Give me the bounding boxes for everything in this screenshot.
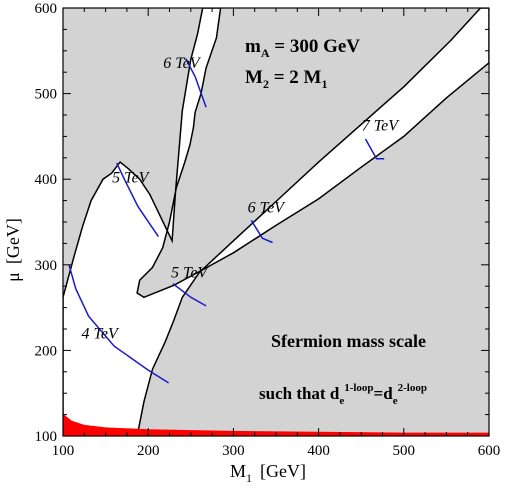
contour-label-1: 5 TeV [112,170,151,187]
param-ma-rest: = 300 GeV [270,36,361,57]
x-tick-label-2: 300 [222,443,245,459]
y-tick-label-5: 600 [35,1,58,17]
description-annotation: Sfermion mass scale such that de1-loop=d… [259,331,427,407]
contour-lines [68,58,385,384]
allowed-region [63,8,489,436]
x-axis-title-sub: 1 [246,471,252,485]
contour-label-2: 6 TeV [163,55,202,72]
x-tick-label-3: 400 [307,443,330,459]
y-axis-title-unit: [GeV] [3,218,23,264]
red-band-region [63,413,489,436]
description-sup2: 2-loop [398,382,427,394]
svg-text:M1[GeV]: M1 [GeV] [230,461,306,485]
axis-ticks [62,7,490,437]
x-tick-label-5: 600 [478,443,501,459]
param-m2-sub2: 1 [321,77,327,91]
y-tick-label-4: 500 [35,87,58,103]
y-axis-title: μ [GeV] [3,218,23,282]
param-ma-main: m [245,36,261,57]
y-tick-label-3: 400 [35,172,58,188]
description-mid: =d [374,384,394,403]
x-tick-label-0: 100 [52,443,75,459]
x-axis-title: M1 [GeV] [230,461,306,485]
x-axis-title-unit: [GeV] [260,461,306,481]
svg-text:M2 = 2 M1: M2 = 2 M1 [245,67,327,91]
y-tick-label-0: 100 [35,429,58,445]
contour-label-3: 5 TeV [171,265,210,282]
description-prefix: such that d [259,384,340,403]
param-m2-rest: = 2 M [269,67,322,88]
contour-line-2 [185,58,207,108]
svg-text:μ[GeV]: μ [GeV] [3,218,23,282]
param-m2-main: M [245,67,263,88]
x-tick-label-4: 500 [393,443,416,459]
contour-line-0 [68,264,169,384]
svg-text:mA = 300 GeV: mA = 300 GeV [245,36,360,60]
y-tick-label-1: 200 [35,343,58,359]
contour-line-1 [116,162,160,238]
y-axis-title-main: μ [3,272,23,282]
contour-label-4: 6 TeV [248,200,287,217]
param-ma-sub: A [261,46,270,60]
contour-label-0: 4 TeV [81,325,120,342]
axis-tick-labels: 100 200 300 400 500 600 100 200 300 400 500 600 [35,1,501,459]
description-sup1: 1-loop [344,382,373,394]
contour-line-4 [250,219,273,244]
contour-line-5 [364,138,385,160]
x-axis-title-main: M [230,461,246,481]
description-sub1: e [339,395,344,407]
description-line1: Sfermion mass scale [271,331,426,351]
contour-label-5: 7 TeV [362,117,401,134]
y-tick-label-2: 300 [35,258,58,274]
svg-text:such that de1-loop=de2-loop: such that de1-loop=de2-loop [259,382,427,407]
parameter-annotations: mA = 300 GeV M2 = 2 M1 [245,36,360,91]
param-m2-sub: 2 [263,77,269,91]
contour-labels: 4 TeV 5 TeV 6 TeV 5 TeV 6 TeV 7 TeV [81,55,401,342]
description-sub2: e [393,395,398,407]
x-tick-label-1: 200 [137,443,160,459]
contour-line-3 [172,283,207,307]
